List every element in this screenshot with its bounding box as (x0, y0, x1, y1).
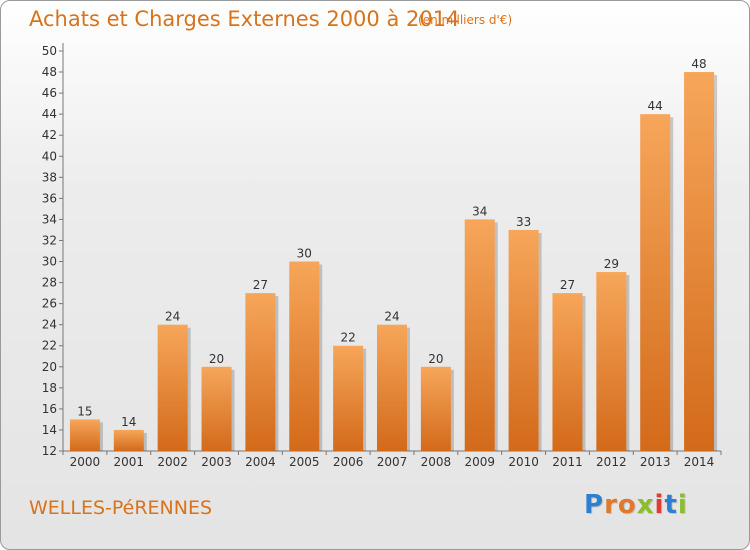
bar-value-label: 27 (253, 278, 268, 292)
y-tick-label: 44 (42, 107, 57, 121)
y-tick-label: 48 (42, 65, 57, 79)
y-tick-label: 14 (42, 423, 57, 437)
bar-2010 (508, 229, 539, 451)
x-tick-label: 2013 (640, 455, 671, 469)
chart-title: Achats et Charges Externes 2000 à 2014 (29, 7, 460, 31)
x-tick-label: 2005 (289, 455, 320, 469)
bar-2014 (684, 72, 715, 451)
x-tick-label: 2006 (333, 455, 364, 469)
bar-value-label: 29 (604, 257, 619, 271)
bar-value-label: 24 (384, 310, 399, 324)
bar-value-label: 48 (691, 57, 706, 71)
bar-value-label: 30 (297, 247, 312, 261)
y-tick-label: 18 (42, 381, 57, 395)
y-tick-label: 42 (42, 128, 57, 142)
brand-letter: x (636, 490, 655, 520)
x-tick-label: 2011 (552, 455, 583, 469)
bar-value-label: 22 (340, 331, 355, 345)
bar-2006 (333, 345, 364, 451)
x-tick-label: 2001 (114, 455, 145, 469)
y-tick-label: 22 (42, 339, 57, 353)
bar-2004 (245, 293, 276, 451)
chart-subtitle: (en milliers d'€) (418, 13, 513, 27)
bar-value-label: 15 (77, 404, 92, 418)
brand-letter: t (664, 490, 678, 520)
bar-value-label: 20 (428, 352, 443, 366)
brand-letter: P (584, 490, 605, 520)
y-tick-label: 32 (42, 233, 57, 247)
x-tick-label: 2014 (684, 455, 715, 469)
y-tick-label: 40 (42, 149, 57, 163)
x-tick-label: 2003 (201, 455, 232, 469)
x-tick-label: 2008 (421, 455, 452, 469)
y-tick-label: 50 (42, 44, 57, 58)
bar-value-label: 34 (472, 204, 487, 218)
brand-letter: o (617, 490, 637, 520)
x-tick-label: 2012 (596, 455, 627, 469)
x-tick-label: 2000 (70, 455, 101, 469)
y-tick-label: 38 (42, 170, 57, 184)
bar-2000 (69, 419, 100, 451)
bar-value-label: 24 (165, 310, 180, 324)
bar-2013 (640, 114, 671, 451)
bar-2005 (289, 261, 320, 451)
y-tick-label: 24 (42, 318, 57, 332)
x-tick-label: 2007 (377, 455, 408, 469)
y-tick-label: 36 (42, 191, 57, 205)
y-tick-label: 30 (42, 255, 57, 269)
commune-name: WELLES-PéRENNES (29, 497, 213, 519)
y-tick-label: 28 (42, 276, 57, 290)
x-tick-label: 2002 (157, 455, 188, 469)
brand-letter: r (604, 490, 618, 520)
y-tick-label: 20 (42, 360, 57, 374)
bar-2001 (113, 429, 144, 451)
brand-letter: i (654, 490, 665, 520)
bar-2011 (552, 293, 583, 451)
bar-value-label: 33 (516, 215, 531, 229)
x-tick-label: 2010 (508, 455, 539, 469)
y-tick-label: 26 (42, 297, 57, 311)
bar-value-label: 44 (648, 99, 663, 113)
bar-value-label: 27 (560, 278, 575, 292)
bar-2008 (420, 366, 451, 451)
y-tick-label: 16 (42, 402, 57, 416)
proxiti-logo: Proxiti (584, 490, 688, 520)
bar-2003 (201, 366, 232, 451)
bar-2002 (157, 324, 188, 451)
y-tick-label: 12 (42, 444, 57, 458)
y-tick-label: 46 (42, 86, 57, 100)
x-tick-label: 2004 (245, 455, 276, 469)
bar-2012 (596, 272, 627, 451)
bar-2009 (464, 219, 495, 451)
bar-value-label: 20 (209, 352, 224, 366)
x-tick-label: 2009 (464, 455, 495, 469)
bar-2007 (377, 324, 407, 451)
bar-value-label: 14 (121, 415, 136, 429)
y-tick-label: 34 (42, 212, 57, 226)
brand-letter: i (677, 490, 688, 520)
